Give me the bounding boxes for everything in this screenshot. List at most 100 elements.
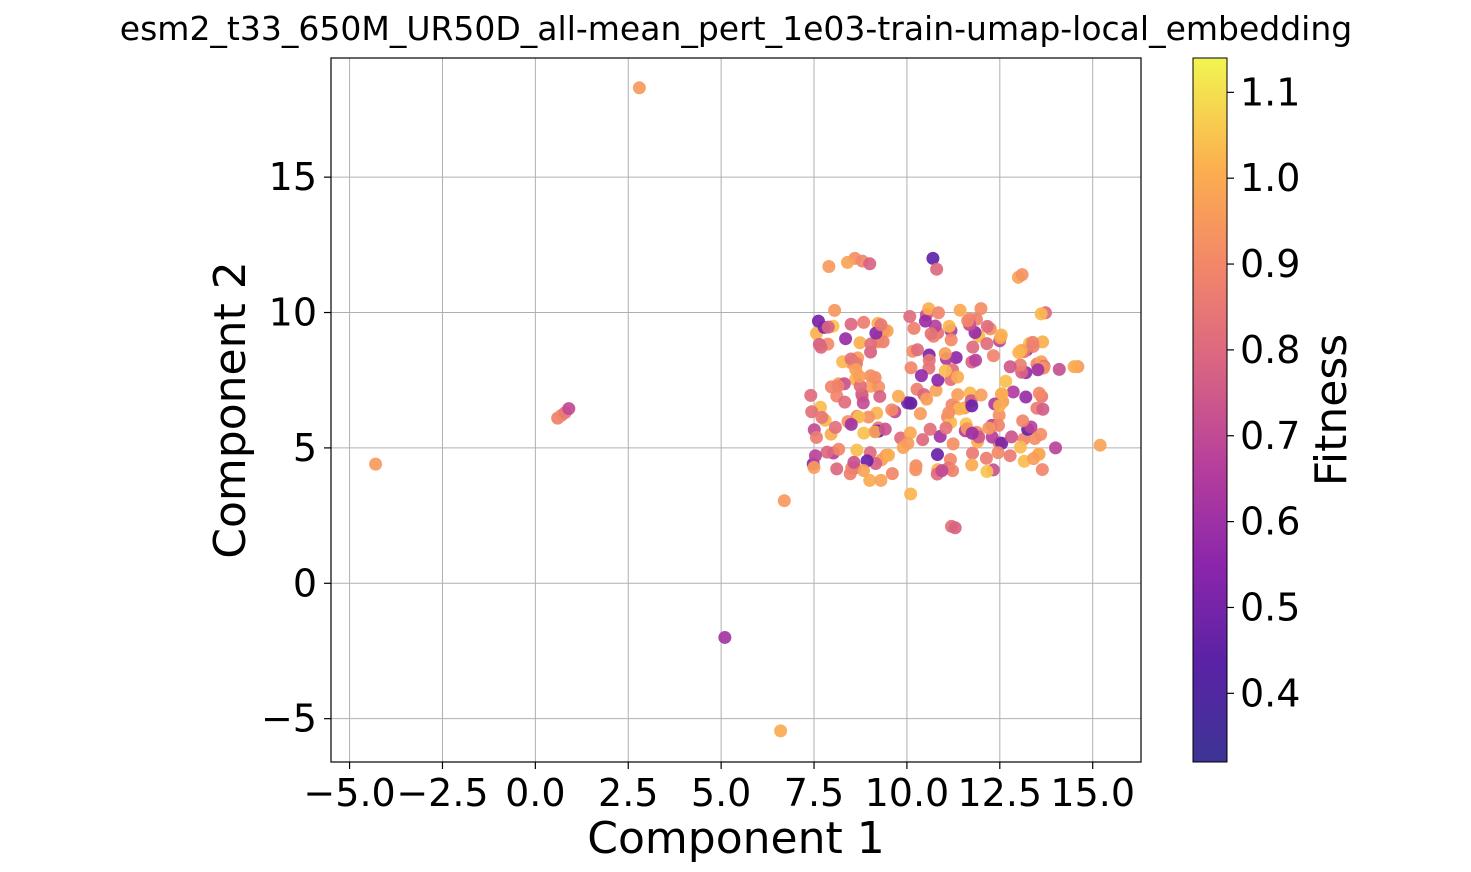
y-tick-label: −5 — [261, 697, 317, 741]
data-point — [1031, 363, 1045, 377]
data-point — [965, 399, 979, 413]
data-point — [909, 463, 923, 477]
data-point — [807, 461, 821, 475]
x-tick-label: 12.5 — [958, 771, 1043, 815]
data-point — [821, 320, 835, 334]
data-point — [980, 319, 994, 333]
x-tick-label: 15.0 — [1050, 771, 1135, 815]
data-point — [891, 389, 905, 403]
data-point — [931, 373, 945, 387]
data-point — [804, 388, 818, 402]
data-point — [1003, 449, 1017, 463]
data-point — [903, 426, 917, 440]
y-tick-label: 5 — [293, 426, 317, 470]
data-point — [907, 321, 921, 335]
data-point — [874, 473, 888, 487]
data-point — [840, 255, 854, 269]
colorbar-tick-label: 1.1 — [1240, 70, 1300, 114]
data-point — [922, 353, 936, 367]
y-axis-label: Component 2 — [205, 261, 256, 558]
data-point — [904, 361, 918, 375]
data-point — [862, 410, 876, 424]
data-point — [1019, 390, 1033, 404]
data-point — [369, 457, 383, 471]
data-point — [995, 387, 1009, 401]
data-point — [1036, 402, 1050, 416]
data-point — [1027, 452, 1041, 466]
data-point — [820, 445, 834, 459]
colorbar-ticks: 0.4 0.5 0.6 0.7 0.8 0.9 1.0 1.1 — [1227, 70, 1300, 715]
data-point — [808, 449, 822, 463]
data-point — [999, 374, 1013, 388]
x-tick-label: 0.0 — [505, 771, 565, 815]
data-point — [1034, 307, 1048, 321]
data-point — [924, 327, 938, 341]
data-point — [993, 399, 1007, 413]
grid-lines — [331, 58, 1141, 762]
data-point — [982, 421, 996, 435]
data-point — [718, 630, 732, 644]
data-point — [974, 388, 988, 402]
data-point — [949, 351, 963, 365]
data-point — [926, 251, 940, 265]
x-axis-label: Component 1 — [587, 813, 884, 864]
plot-frame — [330, 57, 1142, 763]
y-tick-label: 15 — [269, 155, 317, 199]
data-point — [1026, 335, 1040, 349]
data-point — [838, 395, 852, 409]
x-tick-label: 2.5 — [598, 771, 658, 815]
data-point — [874, 318, 888, 332]
data-point — [939, 421, 953, 435]
y-tick-label: 10 — [269, 291, 317, 335]
data-point — [942, 319, 956, 333]
data-point — [885, 403, 899, 417]
data-point — [946, 464, 960, 478]
data-point — [562, 402, 576, 416]
x-tick-label: 7.5 — [784, 771, 844, 815]
data-point — [904, 487, 918, 501]
y-axis-ticks: −5 0 5 10 15 — [261, 155, 331, 741]
data-point — [856, 396, 870, 410]
x-tick-label: 10.0 — [865, 771, 950, 815]
colorbar — [1192, 57, 1228, 763]
data-point — [992, 408, 1006, 422]
data-point — [914, 369, 928, 383]
data-point — [944, 333, 958, 347]
data-point — [1049, 441, 1063, 455]
y-tick-label: 0 — [293, 561, 317, 605]
x-axis-ticks: −5.0 −2.5 0.0 2.5 5.0 7.5 10.0 12.5 15.0 — [303, 762, 1135, 815]
data-point — [974, 302, 988, 316]
data-point — [847, 455, 861, 469]
data-point — [882, 448, 896, 462]
data-point — [864, 369, 878, 383]
colorbar-tick-label: 0.8 — [1240, 328, 1300, 372]
data-point — [1032, 386, 1046, 400]
x-tick-label: 5.0 — [691, 771, 751, 815]
data-point — [805, 405, 819, 419]
data-point — [948, 521, 962, 535]
data-point — [951, 388, 965, 402]
data-point — [916, 433, 930, 447]
data-point — [632, 81, 646, 95]
data-point — [946, 437, 960, 451]
data-point — [961, 314, 975, 328]
data-point — [815, 410, 829, 424]
data-point — [814, 340, 828, 354]
data-point — [966, 446, 980, 460]
data-point — [885, 467, 899, 481]
data-point — [979, 451, 993, 465]
data-point — [938, 364, 952, 378]
data-point — [876, 335, 890, 349]
data-point — [991, 446, 1005, 460]
data-point — [935, 464, 949, 478]
data-point — [992, 418, 1006, 432]
colorbar-tick-label: 0.5 — [1240, 585, 1300, 629]
data-point — [930, 448, 944, 462]
data-point — [831, 379, 845, 393]
data-point — [853, 336, 867, 350]
data-point — [828, 303, 842, 317]
data-point — [1028, 432, 1042, 446]
data-point — [986, 349, 1000, 363]
data-point — [873, 389, 887, 403]
data-point — [1013, 358, 1027, 372]
